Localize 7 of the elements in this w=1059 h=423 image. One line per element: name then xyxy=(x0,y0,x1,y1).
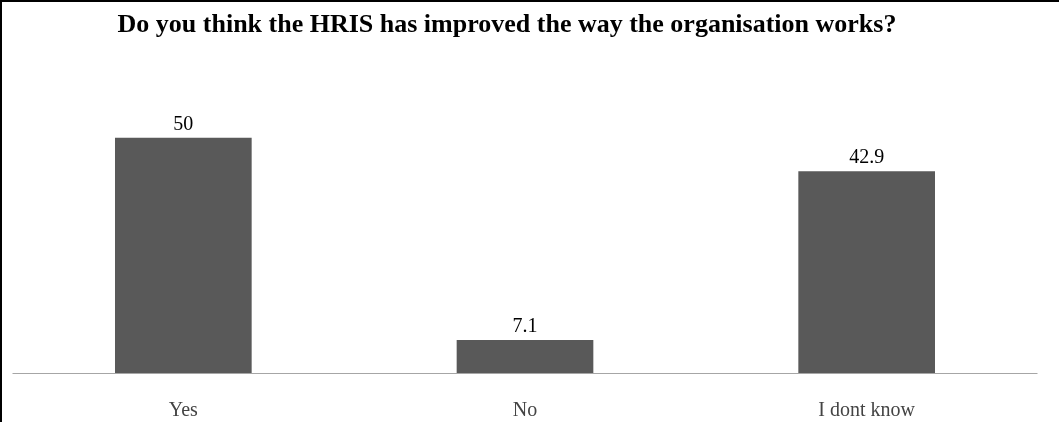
data-label: 42.9 xyxy=(849,145,885,168)
x-tick-label: I dont know xyxy=(818,397,916,420)
x-tick-label: No xyxy=(512,397,538,420)
x-tick-label: Yes xyxy=(168,397,199,420)
data-label: 7.1 xyxy=(512,314,538,337)
chart-title: Do you think the HRIS has improved the way the organisation works? xyxy=(116,8,898,40)
data-label: 50 xyxy=(173,111,194,134)
